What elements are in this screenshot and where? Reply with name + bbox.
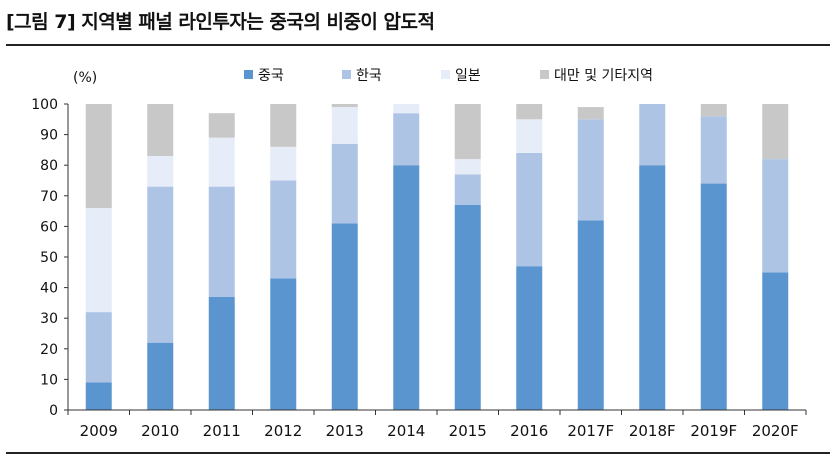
bar-segment xyxy=(331,143,358,224)
legend-label: 중국 xyxy=(258,68,284,84)
bar-segment xyxy=(331,107,358,144)
bar-segment xyxy=(270,104,297,147)
bar-segment xyxy=(454,174,481,205)
bar-segment xyxy=(516,119,543,153)
y-tick-label: 80 xyxy=(40,158,58,174)
bar-segment xyxy=(577,220,604,410)
y-unit-label: (%) xyxy=(73,70,97,86)
y-tick-label: 20 xyxy=(40,342,58,358)
x-tick-label: 2010 xyxy=(141,422,179,440)
bar-segment xyxy=(762,272,789,410)
bar-segment xyxy=(393,165,420,410)
x-tick-label: 2016 xyxy=(510,422,548,440)
bars xyxy=(85,104,789,410)
legend-swatch xyxy=(244,70,253,79)
figure-title: [그림 7] 지역별 패널 라인투자는 중국의 비중이 압도적 xyxy=(6,11,435,33)
x-tick-label: 2019F xyxy=(690,422,737,440)
bar-segment xyxy=(577,107,604,120)
legend-swatch xyxy=(441,70,450,79)
bar-segment xyxy=(516,152,543,267)
x-tick-label: 2012 xyxy=(264,422,302,440)
y-tick-label: 40 xyxy=(40,281,58,297)
x-tick-label: 2018F xyxy=(629,422,676,440)
legend-swatch xyxy=(342,70,351,79)
bar-segment xyxy=(700,104,727,117)
bar-segment xyxy=(147,156,174,187)
y-tick-label: 0 xyxy=(49,403,58,419)
legend-swatch xyxy=(540,70,549,79)
y-tick-label: 50 xyxy=(40,250,58,266)
legend-label: 한국 xyxy=(356,68,382,84)
y-tick-label: 30 xyxy=(40,311,58,327)
bar-segment xyxy=(331,223,358,410)
legend: 중국 한국 일본 대만 및 기타지역 xyxy=(244,68,653,84)
bar-segment xyxy=(331,104,358,108)
bar-segment xyxy=(270,146,297,181)
bar-segment xyxy=(147,186,174,343)
y-tick-label: 10 xyxy=(40,372,58,388)
bar-segment xyxy=(85,382,112,410)
x-tick-label: 2017F xyxy=(567,422,614,440)
y-tick-label: 70 xyxy=(40,189,58,205)
title-divider xyxy=(6,44,830,46)
x-axis: 2009 2010 2011 2012 2013 2014 2015 2016 2017F 201… xyxy=(67,409,807,440)
bar-segment xyxy=(454,104,481,160)
bottom-divider xyxy=(6,452,830,454)
bar-segment xyxy=(516,266,543,410)
bar-segment xyxy=(208,113,235,138)
bar-segment xyxy=(85,104,112,209)
bar-segment xyxy=(85,312,112,383)
bar-segment xyxy=(147,342,174,410)
bar-segment xyxy=(147,104,174,157)
bar-segment xyxy=(639,104,666,166)
y-tick-label: 100 xyxy=(31,97,58,113)
bar-segment xyxy=(270,278,297,410)
bar-segment xyxy=(454,159,481,175)
bar-segment xyxy=(208,137,235,187)
y-axis: 0 10 20 30 40 50 60 70 80 90 100 xyxy=(31,97,69,419)
bar-segment xyxy=(516,104,543,120)
y-tick-label: 60 xyxy=(40,219,58,235)
x-tick-label: 2013 xyxy=(326,422,364,440)
bar-segment xyxy=(762,104,789,160)
bar-segment xyxy=(639,165,666,410)
bar-segment xyxy=(85,208,112,313)
x-tick-label: 2009 xyxy=(80,422,118,440)
bar-segment xyxy=(700,116,727,184)
legend-label: 대만 및 기타지역 xyxy=(554,68,653,84)
bar-segment xyxy=(393,104,420,114)
bar-segment xyxy=(208,186,235,297)
x-tick-label: 2014 xyxy=(387,422,425,440)
bar-segment xyxy=(454,204,481,410)
legend-label: 일본 xyxy=(455,68,481,84)
bar-segment xyxy=(270,180,297,279)
bar-segment xyxy=(762,159,789,273)
bar-segment xyxy=(393,113,420,166)
stacked-bar-chart: (%) 중국 한국 일본 대만 및 기타지역 0 10 20 30 40 50 60 70 80 90 1… xyxy=(31,68,807,440)
y-tick-label: 90 xyxy=(40,128,58,144)
x-tick-label: 2011 xyxy=(203,422,241,440)
bar-segment xyxy=(700,183,727,410)
bar-segment xyxy=(577,119,604,221)
x-tick-label: 2020F xyxy=(752,422,799,440)
bar-segment xyxy=(208,296,235,410)
x-tick-label: 2015 xyxy=(449,422,487,440)
